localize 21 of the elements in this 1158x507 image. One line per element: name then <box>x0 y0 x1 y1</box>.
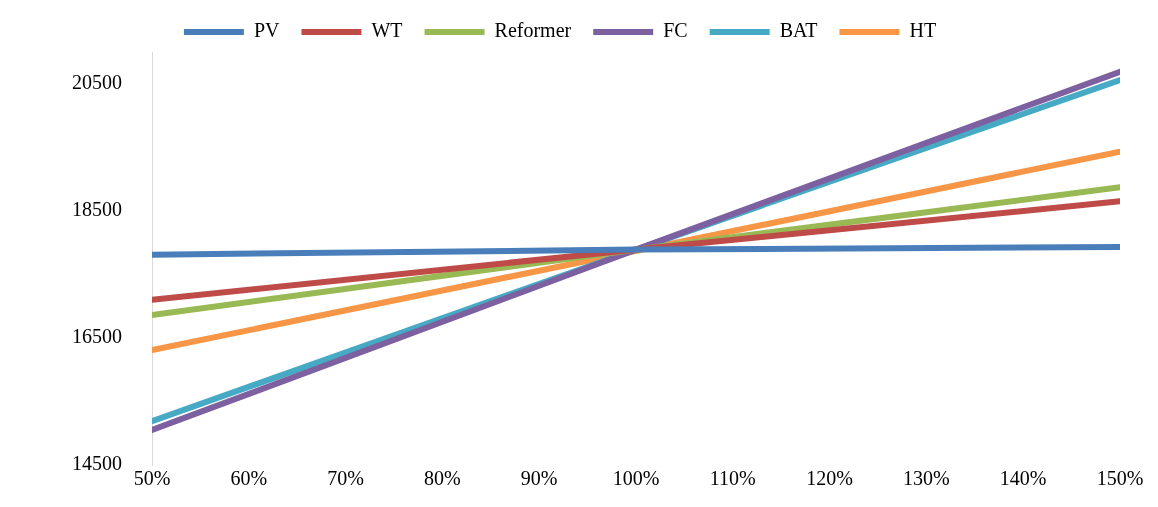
y-tick-label: 16500 <box>72 325 122 348</box>
y-tick-label: 18500 <box>72 198 122 221</box>
y-tick-label: 14500 <box>72 452 122 475</box>
x-tick-label: 140% <box>999 467 1047 490</box>
x-tick-label: 50% <box>133 467 171 490</box>
legend-label: BAT <box>779 19 818 42</box>
legend-label: HT <box>909 19 937 42</box>
y-tick-label: 20500 <box>72 71 122 94</box>
legend-label: Reformer <box>494 19 572 42</box>
x-tick-label: 60% <box>230 467 268 490</box>
x-tick-label: 130% <box>903 467 950 490</box>
x-tick-label: 110% <box>709 467 756 490</box>
x-tick-label: 150% <box>1096 467 1144 490</box>
legend-label: PV <box>253 19 281 42</box>
x-tick-label: 90% <box>520 467 558 490</box>
x-tick-label: 70% <box>327 467 364 490</box>
x-tick-label: 100% <box>612 467 660 490</box>
x-tick-label: 120% <box>806 467 853 490</box>
x-tick-label: 80% <box>424 467 461 490</box>
legend-label: FC <box>663 19 688 42</box>
legend-label: WT <box>371 19 403 42</box>
